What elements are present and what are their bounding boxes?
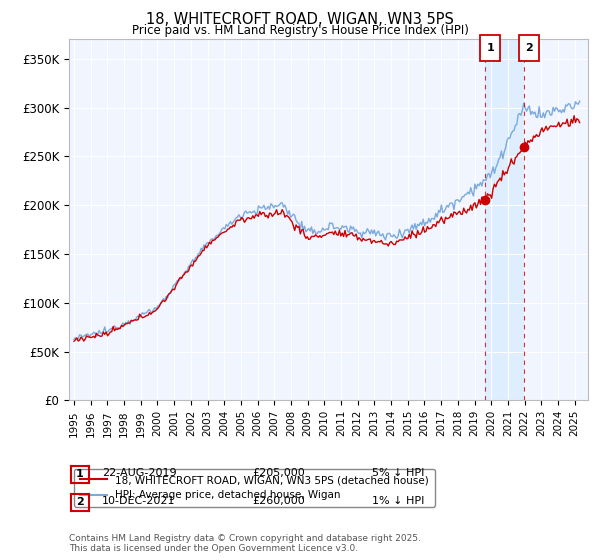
Text: 18, WHITECROFT ROAD, WIGAN, WN3 5PS: 18, WHITECROFT ROAD, WIGAN, WN3 5PS: [146, 12, 454, 27]
Text: Price paid vs. HM Land Registry's House Price Index (HPI): Price paid vs. HM Land Registry's House …: [131, 24, 469, 36]
Text: 2: 2: [525, 43, 532, 53]
Bar: [485, 39, 524, 400]
Text: 10-DEC-2021: 10-DEC-2021: [102, 496, 176, 506]
Text: 1: 1: [487, 43, 494, 53]
Text: 22-AUG-2019: 22-AUG-2019: [102, 468, 176, 478]
Legend: 18, WHITECROFT ROAD, WIGAN, WN3 5PS (detached house), HPI: Average price, detach: 18, WHITECROFT ROAD, WIGAN, WN3 5PS (det…: [74, 469, 435, 507]
Text: 2: 2: [76, 497, 83, 507]
Text: £260,000: £260,000: [252, 496, 305, 506]
Text: 1% ↓ HPI: 1% ↓ HPI: [372, 496, 424, 506]
Text: 5% ↓ HPI: 5% ↓ HPI: [372, 468, 424, 478]
Text: 1: 1: [76, 469, 83, 479]
FancyBboxPatch shape: [480, 35, 500, 60]
FancyBboxPatch shape: [518, 35, 539, 60]
Text: Contains HM Land Registry data © Crown copyright and database right 2025.
This d: Contains HM Land Registry data © Crown c…: [69, 534, 421, 553]
Text: £205,000: £205,000: [252, 468, 305, 478]
